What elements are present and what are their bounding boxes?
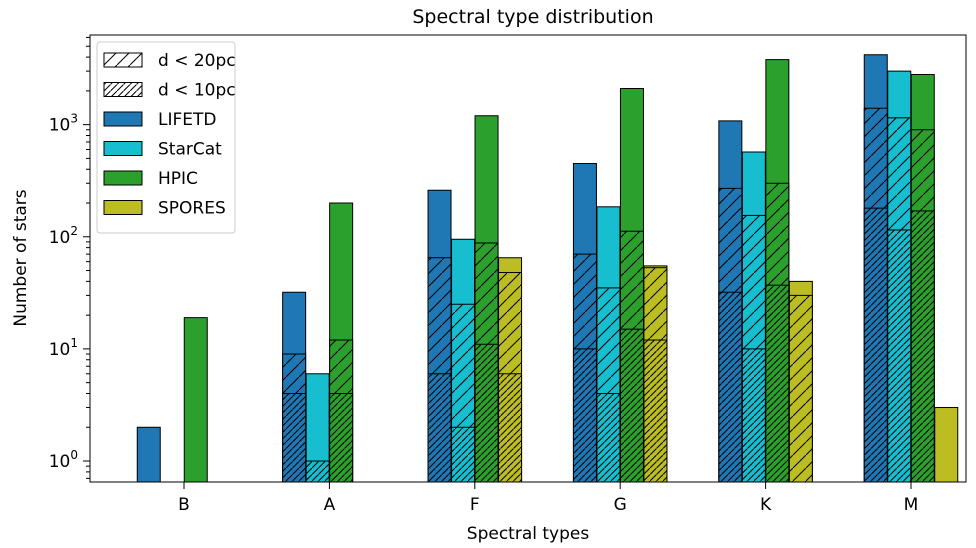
legend-swatch-hatch — [104, 53, 142, 67]
x-tick-label-b: B — [178, 495, 190, 515]
bar-hpic-g-d10-hatch — [620, 329, 644, 482]
legend-swatch-hatch — [104, 82, 142, 97]
legend: d < 20pc d < 10pc LIFETD StarCat HPIC SPORES — [96, 41, 236, 234]
legend-entry-spores: SPORES — [103, 199, 226, 219]
y-tick-label: 103 — [49, 112, 78, 136]
x-tick-label-a: A — [324, 495, 336, 515]
bar-hpic-a-d10-hatch — [329, 393, 353, 482]
y-axis: 100 101 102 103 — [49, 36, 90, 479]
bar-spores-k-d20-hatch — [789, 295, 813, 482]
legend-label: HPIC — [158, 169, 198, 189]
bar-starcat-f-d10-hatch — [451, 427, 475, 482]
legend-label: d < 20pc — [158, 51, 236, 71]
legend-label: LIFETD — [158, 110, 216, 130]
x-axis-label: Spectral types — [467, 524, 590, 544]
x-tick-label-g: G — [614, 495, 627, 515]
bar-starcat-k-d10-hatch — [742, 348, 766, 482]
legend-label: d < 10pc — [158, 81, 236, 101]
legend-label: SPORES — [158, 199, 226, 219]
bar-hpic-b — [183, 317, 208, 483]
legend-swatch — [103, 170, 143, 186]
bar-lifetd-a-d10-hatch — [282, 393, 306, 482]
y-tick-label: 100 — [49, 448, 78, 472]
legend-swatch — [103, 200, 143, 215]
bar-lifetd-m-d10-hatch — [864, 208, 888, 483]
legend-swatch — [103, 141, 143, 156]
bar-spores-f-d10-hatch — [498, 373, 522, 482]
bar-hpic-f-d10-hatch — [475, 344, 499, 482]
bar-starcat-g-d10-hatch — [596, 393, 620, 482]
bar-lifetd-k-d10-hatch — [718, 292, 742, 482]
y-tick-label: 101 — [49, 336, 78, 360]
legend-entry-hatch-dense: d < 10pc — [103, 81, 236, 101]
y-axis-label: Number of stars — [11, 189, 31, 326]
x-tick-label-k: K — [760, 495, 772, 515]
y-tick-label: 102 — [49, 224, 78, 248]
bar-lifetd-b — [136, 426, 161, 483]
bar-hpic-k-d10-hatch — [765, 285, 789, 482]
bar-spores-m — [934, 407, 959, 483]
x-tick-label-f: F — [470, 495, 480, 515]
x-tick-label-m: M — [904, 495, 919, 515]
legend-entry-starcat: StarCat — [103, 140, 222, 160]
legend-entry-hatch-sparse: d < 20pc — [103, 51, 236, 71]
legend-entry-hpic: HPIC — [103, 169, 198, 189]
legend-swatch — [103, 111, 143, 127]
bar-spores-g-d10-hatch — [643, 340, 667, 482]
bars-layer — [136, 54, 959, 483]
bar-lifetd-g-d10-hatch — [573, 348, 597, 482]
bar-starcat-a-d10-hatch — [306, 461, 330, 482]
bar-starcat-m-d10-hatch — [887, 229, 911, 482]
bar-lifetd-f-d10-hatch — [428, 373, 452, 482]
legend-label: StarCat — [158, 140, 222, 160]
chart-title: Spectral type distribution — [412, 6, 653, 28]
bar-hpic-m-d10-hatch — [911, 210, 935, 482]
legend-entry-lifetd: LIFETD — [103, 110, 216, 130]
plot-frame — [89, 34, 967, 483]
